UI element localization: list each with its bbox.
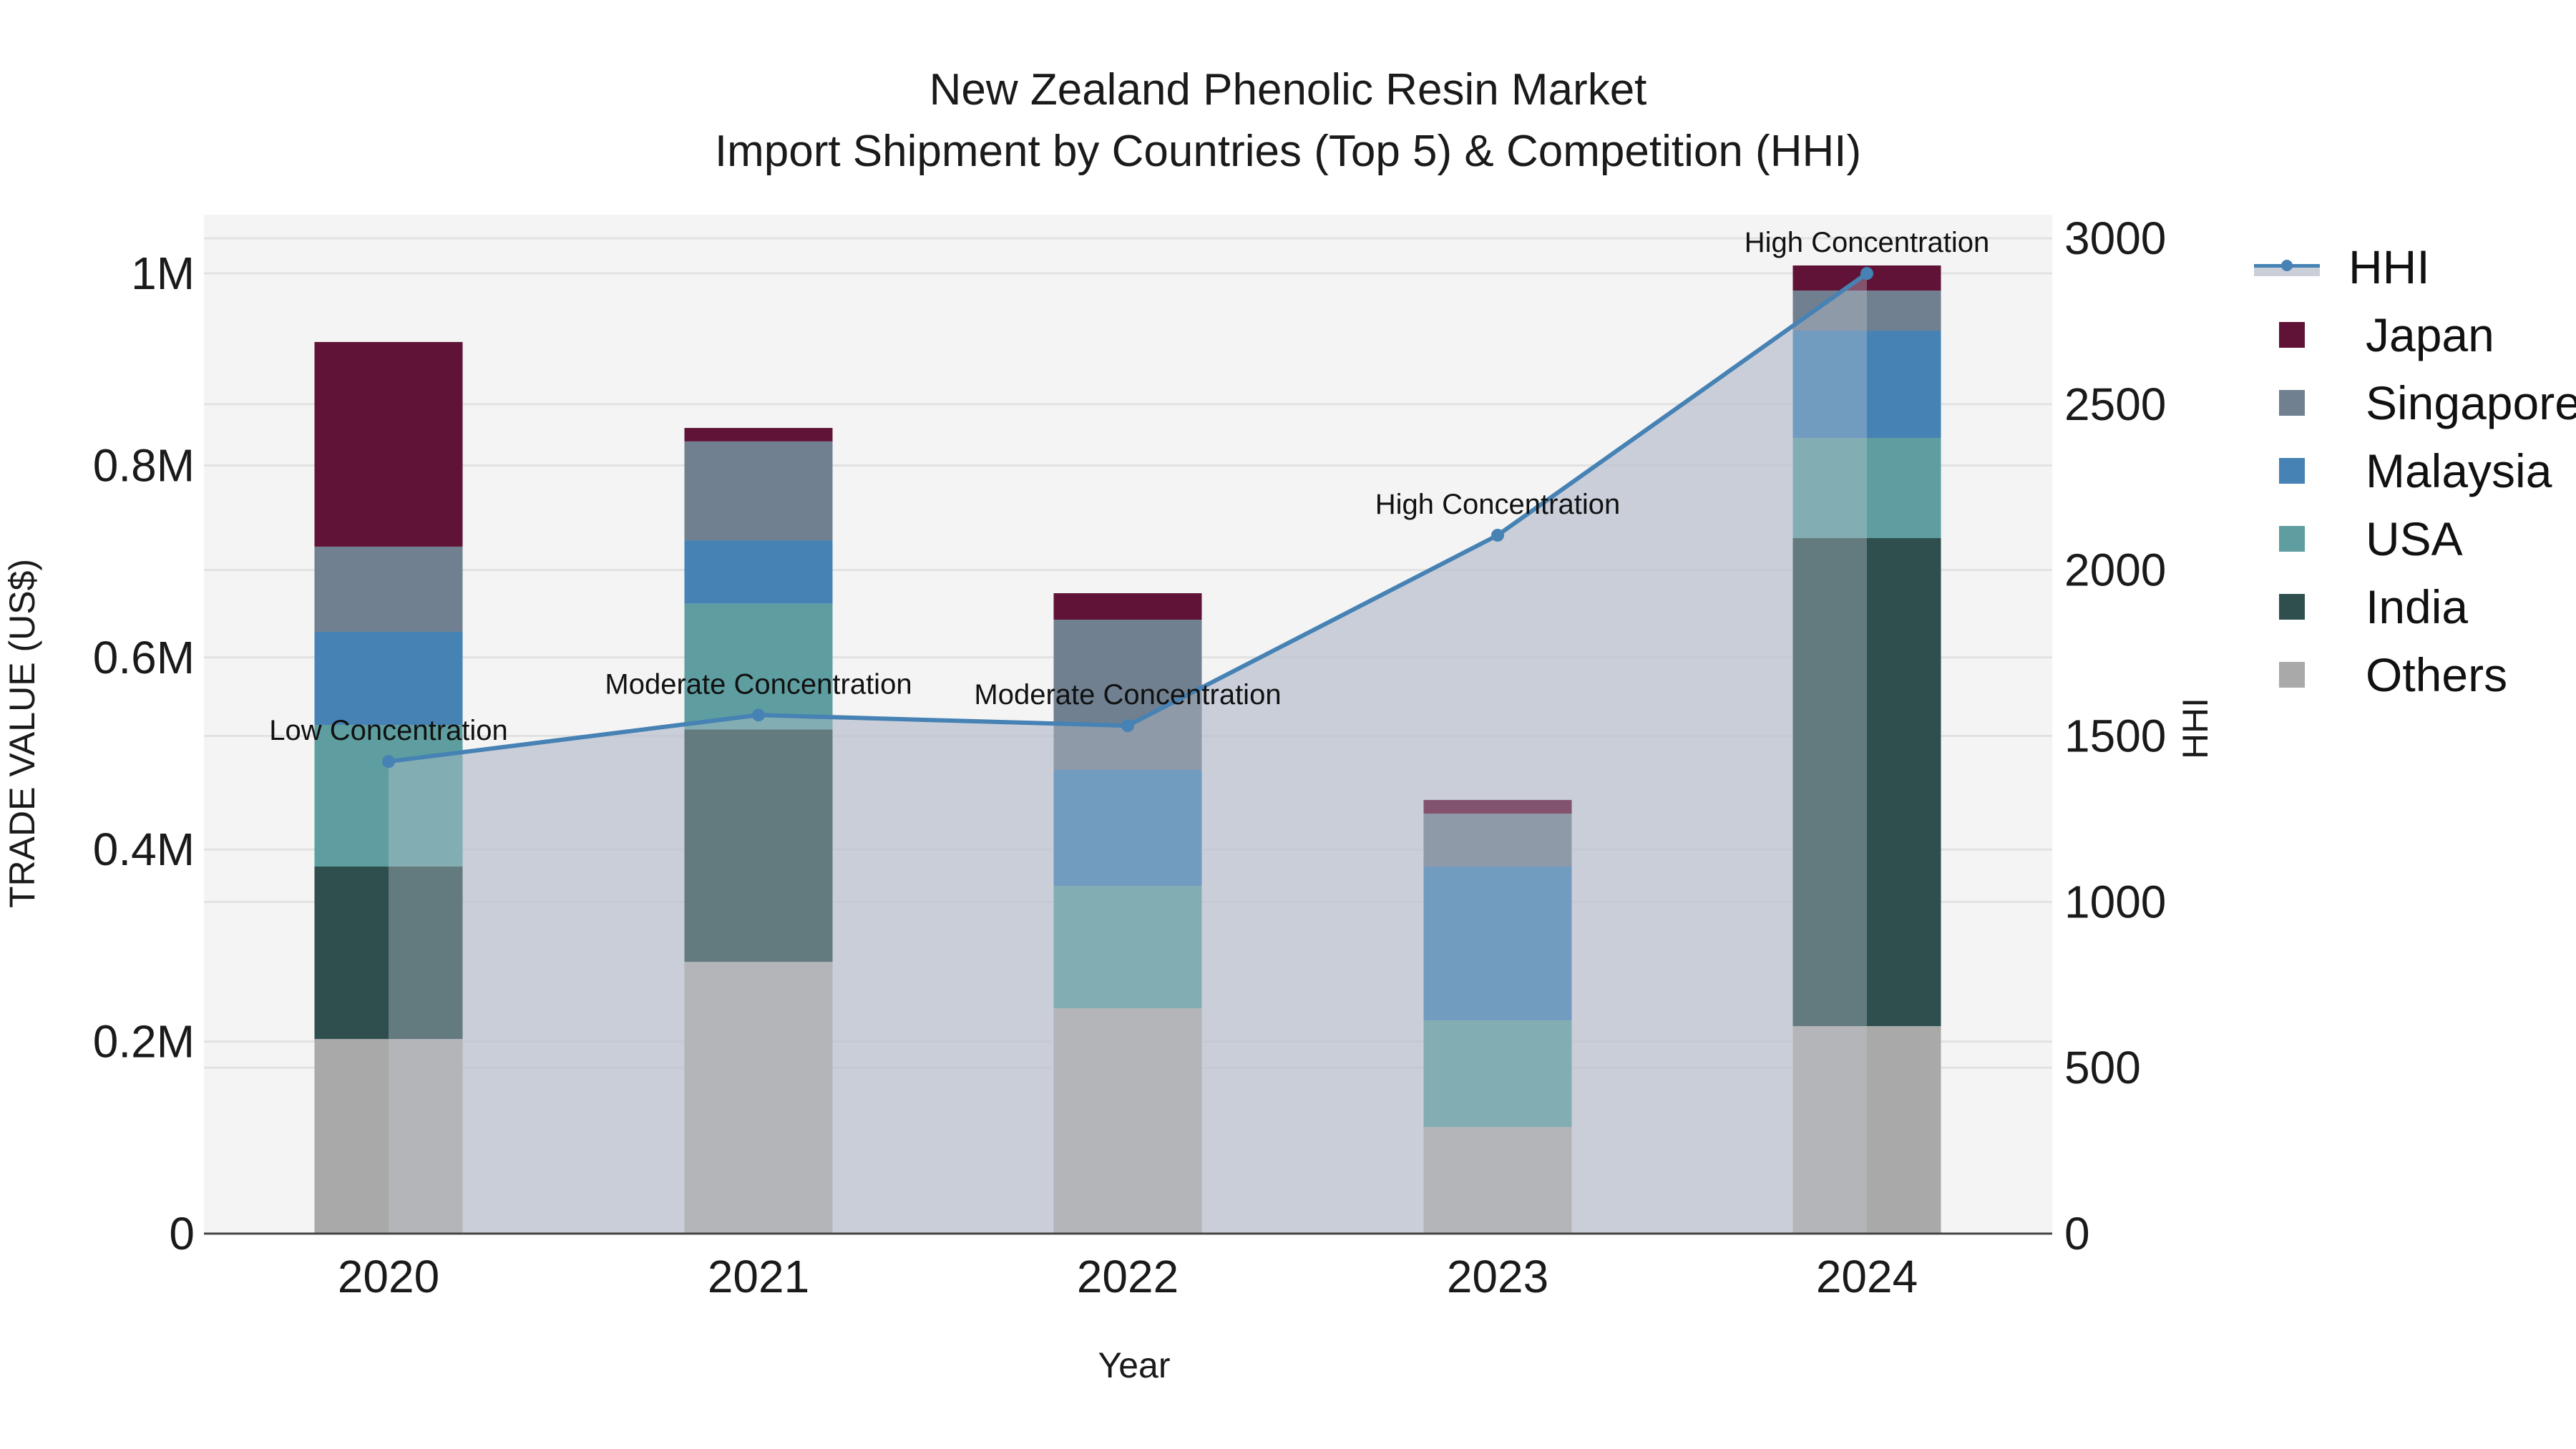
y-right-axis-title: HHI <box>2175 698 2215 759</box>
annotation-label: Low Concentration <box>269 715 508 746</box>
x-tick-label: 2024 <box>1816 1251 1918 1302</box>
legend-item-malaysia[interactable]: Malaysia <box>2254 436 2576 504</box>
legend-label: Singapore <box>2366 376 2576 429</box>
bar-segment-india-2024[interactable] <box>1792 537 1941 1026</box>
square-swatch-icon <box>2279 661 2305 688</box>
bar-segment-malaysia-2020[interactable] <box>314 631 463 726</box>
y-right-tick-label: 2000 <box>2064 545 2166 596</box>
hhi-line <box>382 267 1873 1234</box>
bar-segment-others-2023[interactable] <box>1423 1127 1572 1234</box>
annotation-label: High Concentration <box>1745 227 1989 258</box>
hhi-point-2023[interactable] <box>1491 528 1504 542</box>
bar-segment-others-2021[interactable] <box>684 962 833 1234</box>
x-ticks: 2020 2021 2022 2023 2024 <box>338 1251 1918 1302</box>
y-left-tick-label: 0.2M <box>93 1016 195 1068</box>
x-tick-label: 2023 <box>1447 1251 1548 1302</box>
annotation-label: Moderate Concentration <box>605 668 912 700</box>
y-right-tick-label: 1000 <box>2064 876 2166 927</box>
bar-segment-others-2024[interactable] <box>1792 1025 1941 1234</box>
y-left-tick-label: 1M <box>131 248 195 299</box>
bar-segment-singapore-2022[interactable] <box>1053 620 1202 770</box>
square-swatch-icon <box>2279 389 2305 416</box>
bar-segment-japan-2020[interactable] <box>314 341 463 547</box>
legend-item-hhi[interactable]: HHI <box>2254 233 2576 301</box>
legend-label: Malaysia <box>2366 444 2552 497</box>
hhi-annotations: Low Concentration Moderate Concentration M… <box>269 227 1989 746</box>
legend-item-japan[interactable]: Japan <box>2254 301 2576 369</box>
bar-segment-japan-2021[interactable] <box>684 428 833 441</box>
y-right-tick-label: 1500 <box>2064 711 2166 762</box>
bar-segment-malaysia-2021[interactable] <box>684 540 833 604</box>
bar-segment-malaysia-2024[interactable] <box>1792 330 1941 439</box>
y-right-tick-label: 0 <box>2064 1208 2090 1259</box>
hhi-point-2024[interactable] <box>1860 267 1873 280</box>
legend-label: HHI <box>2348 240 2430 293</box>
legend-item-singapore[interactable]: Singapore <box>2254 369 2576 436</box>
chart-subtitle: Import Shipment by Countries (Top 5) & C… <box>714 127 1862 176</box>
x-tick-label: 2021 <box>708 1251 809 1302</box>
bar-segment-usa-2024[interactable] <box>1792 438 1941 538</box>
bar-segment-malaysia-2022[interactable] <box>1053 769 1202 887</box>
bar-segment-japan-2022[interactable] <box>1053 593 1202 620</box>
legend: HHI Japan Singapore Malaysia USA India O… <box>2254 233 2576 708</box>
hhi-point-2021[interactable] <box>752 708 765 722</box>
line-marker-icon <box>2254 256 2320 278</box>
hhi-point-2022[interactable] <box>1121 719 1134 733</box>
bar-segment-others-2022[interactable] <box>1053 1008 1202 1234</box>
bar-segment-usa-2020[interactable] <box>314 725 463 867</box>
annotation-label: Moderate Concentration <box>974 679 1281 711</box>
y-left-axis-title: TRADE VALUE (US$) <box>2 559 42 908</box>
legend-label: Japan <box>2366 308 2494 361</box>
chart-title: New Zealand Phenolic Resin Market <box>929 65 1647 114</box>
legend-item-others[interactable]: Others <box>2254 640 2576 708</box>
y-right-tick-label: 500 <box>2064 1042 2141 1093</box>
legend-item-usa[interactable]: USA <box>2254 504 2576 572</box>
y-left-tick-label: 0.6M <box>93 632 195 683</box>
y-right-ticks: 0 500 1000 1500 2000 2500 3000 <box>2064 213 2166 1259</box>
bar-segment-others-2020[interactable] <box>314 1038 463 1234</box>
x-axis-title: Year <box>1098 1345 1170 1385</box>
y-right-tick-label: 3000 <box>2064 213 2166 264</box>
legend-label: USA <box>2366 512 2463 565</box>
legend-item-india[interactable]: India <box>2254 572 2576 640</box>
square-swatch-icon <box>2279 525 2305 552</box>
y-left-tick-label: 0.8M <box>93 439 195 491</box>
bar-segment-malaysia-2023[interactable] <box>1423 866 1572 1020</box>
y-left-tick-label: 0.4M <box>93 824 195 875</box>
bar-segment-singapore-2023[interactable] <box>1423 814 1572 867</box>
y-left-ticks: 0 0.2M 0.4M 0.6M 0.8M 1M <box>93 248 195 1259</box>
bar-segment-india-2020[interactable] <box>314 866 463 1039</box>
bar-segment-usa-2021[interactable] <box>684 603 833 730</box>
x-tick-label: 2022 <box>1077 1251 1179 1302</box>
square-swatch-icon <box>2279 321 2305 348</box>
y-left-tick-label: 0 <box>169 1208 195 1259</box>
bar-segment-usa-2023[interactable] <box>1423 1020 1572 1128</box>
bar-segment-japan-2023[interactable] <box>1423 799 1572 814</box>
x-tick-label: 2020 <box>338 1251 439 1302</box>
legend-label: India <box>2366 580 2469 633</box>
bar-segment-singapore-2021[interactable] <box>684 441 833 541</box>
legend-label: Others <box>2366 648 2508 701</box>
y-right-tick-label: 2500 <box>2064 379 2166 430</box>
annotation-label: High Concentration <box>1375 489 1620 520</box>
bar-segment-usa-2022[interactable] <box>1053 886 1202 1009</box>
bar-segment-india-2021[interactable] <box>684 729 833 962</box>
stacked-bars <box>314 265 1941 1234</box>
square-swatch-icon <box>2279 593 2305 620</box>
hhi-point-2020[interactable] <box>382 755 395 769</box>
bar-segment-singapore-2020[interactable] <box>314 546 463 632</box>
square-swatch-icon <box>2279 457 2305 484</box>
